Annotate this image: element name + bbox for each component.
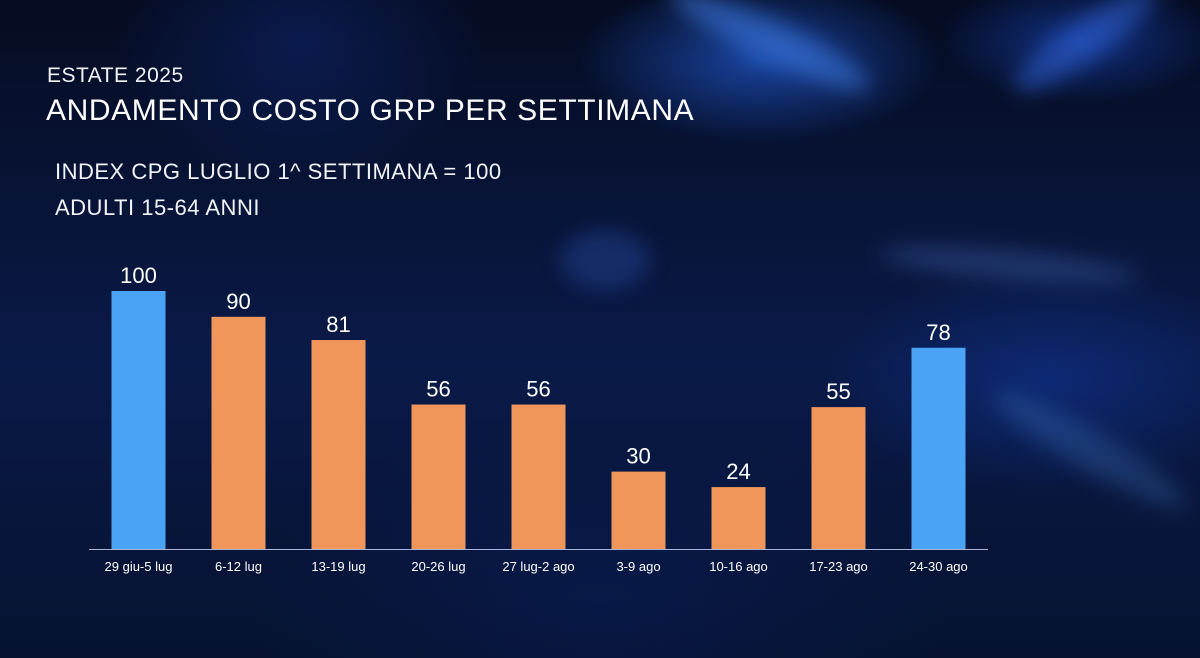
bar-17-23-ago: [811, 407, 866, 549]
data-label: 24: [726, 459, 750, 484]
page-title: ANDAMENTO COSTO GRP PER SETTIMANA: [46, 94, 695, 127]
subtitle-target: ADULTI 15-64 ANNI: [55, 195, 260, 220]
data-label: 56: [526, 377, 550, 402]
data-label: 78: [926, 320, 950, 345]
bar-10-16-ago: [711, 487, 766, 549]
x-tick-label: 6-12 lug: [215, 559, 262, 574]
bar-6-12-lug: [211, 316, 266, 549]
x-tick-label: 17-23 ago: [809, 559, 868, 574]
data-label: 90: [226, 289, 250, 314]
x-tick-label: 24-30 ago: [909, 559, 968, 574]
bar-24-30-ago: [911, 347, 966, 549]
x-tick-label: 10-16 ago: [709, 559, 768, 574]
data-label: 56: [426, 377, 450, 402]
bar-27-lug-2-ago: [511, 404, 566, 549]
light-streak: [560, 230, 650, 290]
bar-3-9-ago: [611, 471, 666, 549]
x-tick-label: 27 lug-2 ago: [502, 559, 574, 574]
x-tick-label: 13-19 lug: [311, 559, 365, 574]
x-tick-label: 20-26 lug: [411, 559, 465, 574]
x-tick-label: 3-9 ago: [616, 559, 660, 574]
x-tick-label: 29 giu-5 lug: [105, 559, 173, 574]
bar-13-19-lug: [311, 340, 366, 549]
kicker-title: ESTATE 2025: [47, 64, 184, 87]
data-label: 100: [120, 263, 157, 288]
data-label: 81: [326, 312, 350, 337]
bar-29-giu-5-lug: [111, 291, 166, 549]
data-label: 55: [826, 379, 850, 404]
data-label: 30: [626, 444, 650, 469]
subtitle-index: INDEX CPG LUGLIO 1^ SETTIMANA = 100: [55, 159, 502, 184]
bar-20-26-lug: [411, 404, 466, 549]
